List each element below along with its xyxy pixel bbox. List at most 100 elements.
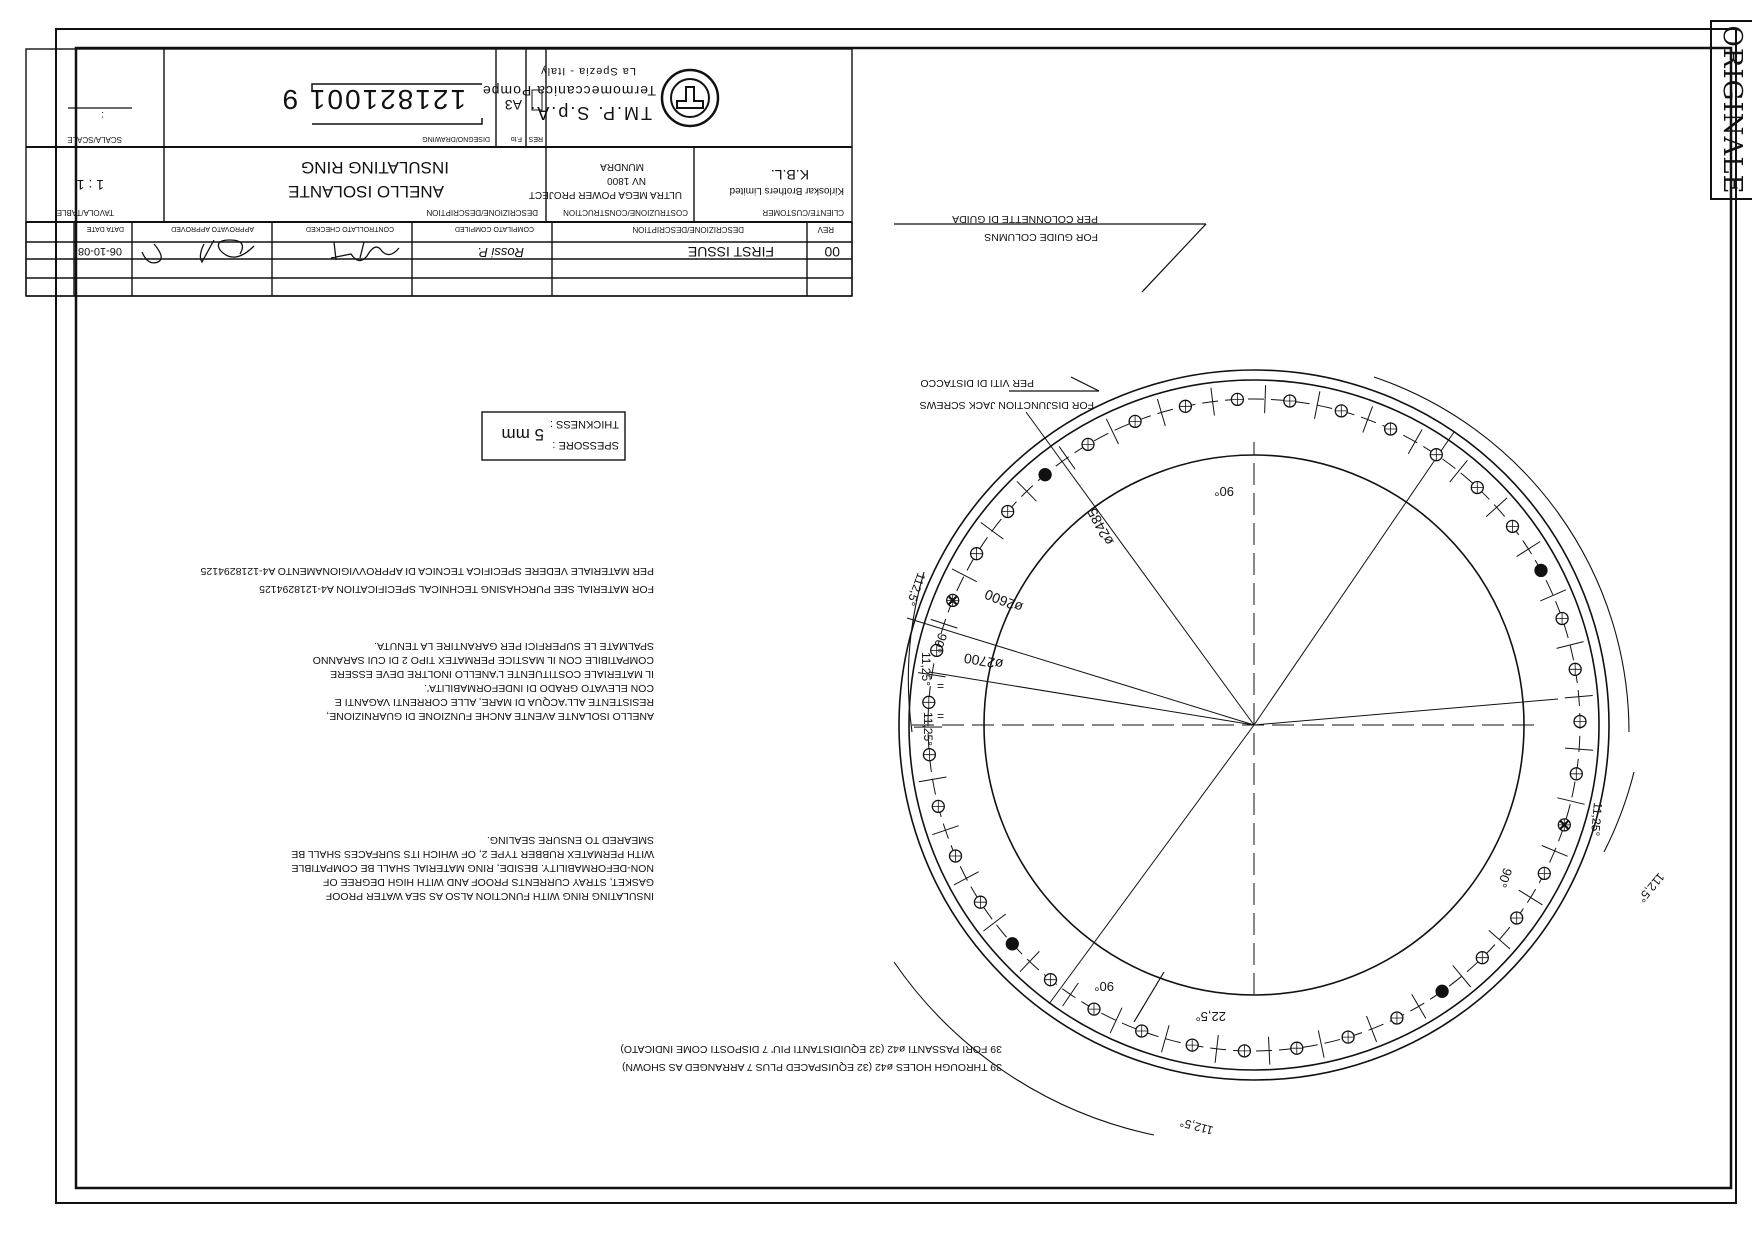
material-note-en: FOR MATERIAL SEE PURCHASING TECHNICAL SP… — [259, 583, 654, 595]
svg-text:ANELLO ISOLANTE AVENTE ANCHE F: ANELLO ISOLANTE AVENTE ANCHE FUNZIONE DI… — [326, 710, 654, 722]
hole-crosshair — [1506, 520, 1519, 533]
hole-tick — [1565, 747, 1594, 751]
rotated-drawing: REV DESCRIZIONE/DESCRIPTION COMPILATO CO… — [25, 48, 1668, 1138]
hole-crosshair — [1238, 1044, 1251, 1057]
hole-crosshair — [949, 850, 962, 862]
hole-crosshair — [930, 644, 943, 657]
thickness-label-it: SPESSORE : — [552, 439, 619, 451]
rev-header-date: DATA DATE — [86, 225, 124, 232]
note-italian: ANELLO ISOLANTE AVENTE ANCHE FUNZIONE DI… — [313, 640, 654, 722]
svg-text:SMEARED TO ENSURE SEALING.: SMEARED TO ENSURE SEALING. — [487, 834, 654, 846]
dim-angle-1125-e: 112,5° — [1635, 870, 1668, 905]
sheet-value: 1 : 1 — [77, 177, 104, 193]
svg-text:INSULATING RING WITH FUNCTION: INSULATING RING WITH FUNCTION ALSO AS SE… — [326, 890, 654, 902]
company-name: TM.P. S.p.A. — [528, 103, 652, 123]
hole-crosshair — [1430, 448, 1443, 461]
dim-angle-90-a: 90° — [1094, 979, 1114, 994]
jack-screw-hole — [1005, 937, 1019, 951]
description-label: DESCRIZIONE/DESCRIPTION — [426, 208, 538, 217]
hole-tick — [1105, 418, 1119, 445]
hole-crosshair — [1231, 393, 1244, 406]
hole-crosshair — [1088, 1003, 1100, 1016]
hole-tick — [1314, 391, 1321, 419]
hole-tick — [1362, 406, 1374, 433]
rev-row-number: 00 — [824, 244, 840, 260]
title-block — [25, 48, 853, 297]
sheet-label: TAVOLA/TABLE — [57, 208, 114, 217]
company-location: La Spezia - Italy — [540, 65, 636, 77]
hole-crosshair — [1569, 663, 1582, 676]
hole-crosshair — [1186, 1039, 1199, 1052]
hole-tick — [1488, 930, 1511, 950]
callout-holes-it: 39 FORI PASSANTI ø42 (32 EQUIDISTANTI PI… — [620, 1043, 1002, 1055]
res-label: RES — [528, 135, 543, 142]
hole-crosshair — [1471, 481, 1484, 494]
hole-crosshair — [1510, 912, 1523, 924]
callout-jack-screws-it: PER VITI DI DISTACCO — [920, 377, 1034, 389]
rev-row-description: FIRST ISSUE — [688, 244, 774, 260]
dim-angle-90-d: 90° — [929, 631, 950, 655]
hole-tick — [1541, 845, 1568, 857]
rev-header-approved: APPROVATO APPROVED — [171, 225, 254, 232]
thickness-box — [481, 411, 626, 461]
hole-crosshair — [1082, 438, 1094, 451]
sheet-outer-frame — [55, 28, 1737, 1204]
guide-column-hole-mark — [1559, 820, 1570, 830]
hole-crosshair — [1538, 867, 1551, 880]
dim-angle-90-b: 90° — [1494, 866, 1515, 890]
hole-crosshair — [1384, 423, 1397, 435]
svg-text:COMPATIBILE CON IL MASTICE PER: COMPATIBILE CON IL MASTICE PERMATEX TIPO… — [313, 654, 654, 666]
format-value: A3 — [505, 97, 522, 113]
description-line1: ANELLO ISOLANTE — [288, 182, 444, 201]
hole-tick — [1268, 1036, 1271, 1065]
thickness-label-en: THICKNESS : — [550, 418, 619, 430]
hole-tick — [980, 522, 1004, 540]
hole-tick — [1019, 951, 1040, 973]
svg-text:RESISTENTE ALL'ACQUA DI MARE,: RESISTENTE ALL'ACQUA DI MARE, ALLE CORRE… — [335, 696, 654, 708]
hole-tick — [1264, 385, 1267, 414]
hole-crosshair — [1290, 1042, 1303, 1055]
hole-tick — [1058, 446, 1076, 470]
hole-tick — [1557, 797, 1585, 805]
guide-column-hole-mark — [947, 595, 958, 606]
hole-tick — [1485, 497, 1508, 517]
svg-text:NON-DEFORMABILITY. BESIDE, RIN: NON-DEFORMABILITY. BESIDE, RING MATERIAL… — [291, 862, 654, 874]
hole-crosshair — [1335, 404, 1348, 417]
description-line2: INSULATING RING — [301, 158, 449, 177]
dim-angle-1125-f: 112,5° — [1178, 1115, 1215, 1137]
hole-crosshair — [1044, 973, 1057, 986]
original-stamp: ORIGINALE — [1710, 20, 1752, 200]
material-note-it: PER MATERIALE VEDERE SPECIFICA TECNICA D… — [200, 565, 654, 577]
hole-tick — [1210, 387, 1215, 416]
construction-line1: ULTRA MEGA POWER PROJECT — [529, 189, 682, 200]
dim-angle-1125-c: 11,25° — [919, 652, 933, 686]
hole-tick — [1156, 398, 1166, 427]
svg-text:IL MATERIALE COSTITUENTE L'ANE: IL MATERIALE COSTITUENTE L'ANELLO INOLTR… — [330, 668, 654, 680]
dim-angle-1125-d: 112,5° — [904, 571, 929, 608]
dim-equal-b: = — [937, 679, 944, 693]
hole-tick — [953, 871, 979, 886]
hole-tick — [1411, 993, 1427, 1019]
ring-outer-edge — [898, 369, 1610, 1081]
drawing-label: DISEGNO/DRAWING — [422, 135, 490, 142]
svg-text:WITH PERMATEX RUBBER TYPE 2, O: WITH PERMATEX RUBBER TYPE 2, OF WHICH IT… — [291, 848, 654, 860]
jack-screw-hole — [1038, 468, 1052, 482]
dim-angle-1125-b: 11,25° — [921, 712, 935, 746]
signature-approved — [199, 239, 255, 264]
hole-tick — [1161, 1025, 1170, 1053]
hole-tick — [1564, 695, 1593, 699]
dim-angle-90-c: 90° — [1214, 484, 1234, 499]
rev-header-checked: CONTROLLATO CHECKED — [306, 225, 394, 232]
callout-guide-columns-it: PER COLONNETTE DI GUIDA — [952, 213, 1098, 225]
svg-text:SPALMATE LE SUPERFICI PER GARA: SPALMATE LE SUPERFICI PER GARANTIRE LA T… — [374, 640, 654, 652]
thickness-value: 5 mm — [502, 425, 545, 444]
customer-line2: K.B.L. — [771, 167, 809, 183]
hole-tick — [1317, 1030, 1325, 1058]
callout-jack-screws-en: FOR DISJUNCTION JACK SCREWS — [920, 399, 1094, 411]
hole-tick — [1016, 480, 1037, 502]
format-label: F.to — [511, 135, 522, 142]
hole-tick — [918, 776, 947, 783]
hole-tick — [1062, 982, 1079, 1007]
rev-header-rev: REV — [817, 225, 834, 234]
